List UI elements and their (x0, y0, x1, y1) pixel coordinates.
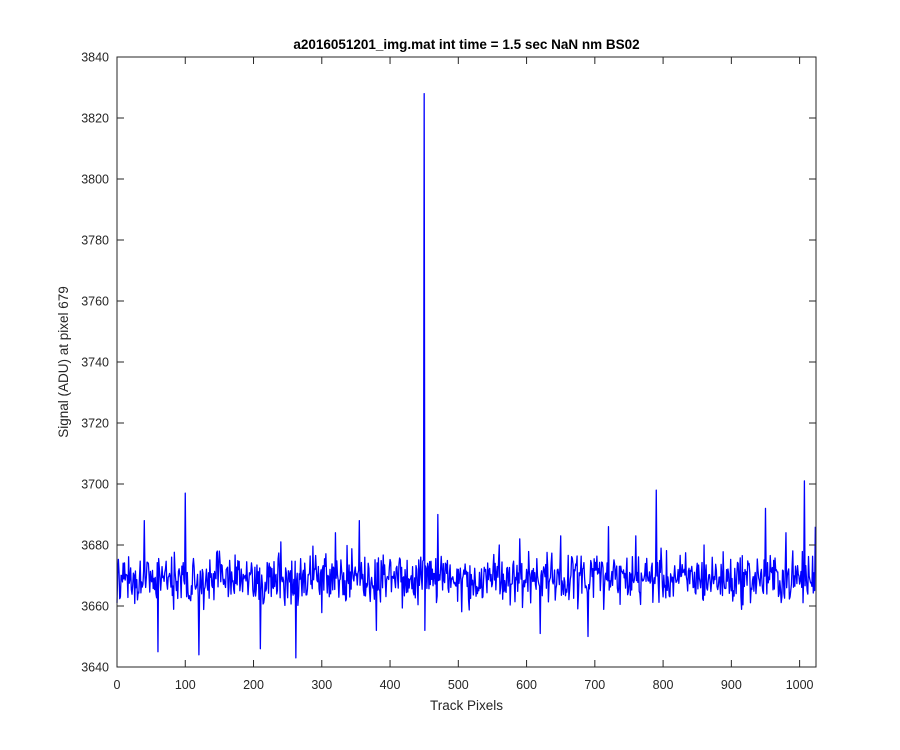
chart-title: a2016051201_img.mat int time = 1.5 sec N… (293, 37, 639, 52)
axis-ticks: 0 100 200 300 400 500 600 700 800 900 1000 3640 3660… (81, 51, 816, 692)
plot-area (117, 57, 816, 667)
y-axis-label: Signal (ADU) at pixel 679 (56, 286, 71, 438)
x-tick-label: 1000 (786, 678, 814, 692)
y-tick-label: 3840 (81, 51, 109, 65)
plot-frame (116, 56, 817, 668)
x-tick-label: 100 (175, 678, 196, 692)
x-tick-label: 700 (584, 678, 605, 692)
y-tick-label: 3740 (81, 356, 109, 370)
x-tick-label: 600 (516, 678, 537, 692)
y-tick-label: 3700 (81, 478, 109, 492)
x-tick-label: 300 (311, 678, 332, 692)
y-tick-label: 3760 (81, 295, 109, 309)
x-tick-label: 0 (114, 678, 121, 692)
x-tick-label: 900 (721, 678, 742, 692)
y-tick-label: 3780 (81, 234, 109, 248)
x-tick-label: 500 (448, 678, 469, 692)
y-tick-label: 3640 (81, 661, 109, 675)
x-axis-label: Track Pixels (430, 698, 503, 713)
y-tick-label: 3820 (81, 112, 109, 126)
signal-series-line (116, 92, 816, 659)
x-tick-label: 200 (243, 678, 264, 692)
y-tick-label: 3680 (81, 539, 109, 553)
x-tick-label: 800 (653, 678, 674, 692)
x-tick-label: 400 (380, 678, 401, 692)
y-tick-label: 3800 (81, 173, 109, 187)
y-tick-label: 3720 (81, 417, 109, 431)
y-tick-label: 3660 (81, 600, 109, 614)
